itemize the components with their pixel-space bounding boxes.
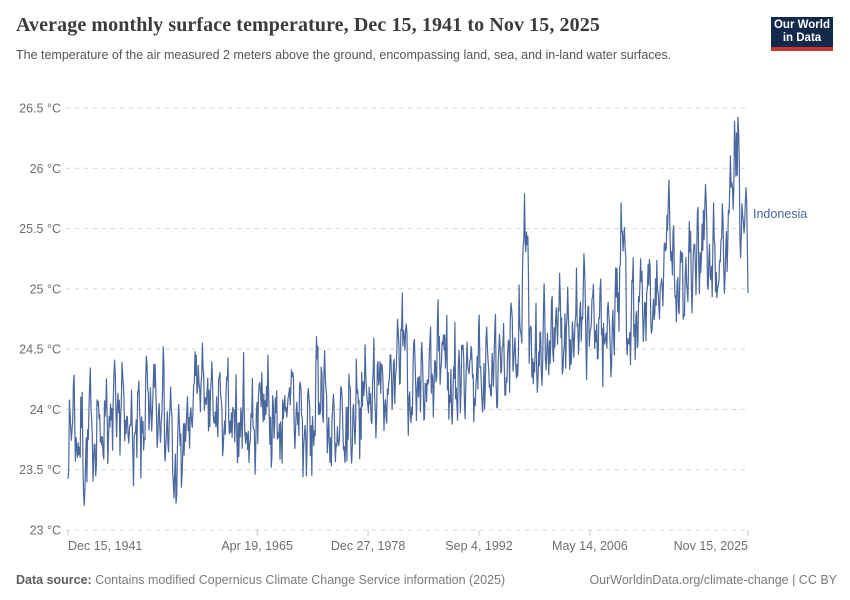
y-axis-label: 25 °C: [30, 282, 61, 296]
x-axis-label: Dec 15, 1941: [68, 539, 142, 553]
chart-footer: Data source: Contains modified Copernicu…: [16, 573, 837, 587]
y-axis-label: 25.5 °C: [19, 222, 61, 236]
y-axis-label: 23 °C: [30, 524, 61, 538]
y-axis-label: 26 °C: [30, 162, 61, 176]
x-axis-label: Apr 19, 1965: [221, 539, 293, 553]
y-axis-label: 24 °C: [30, 403, 61, 417]
x-axis-label: Dec 27, 1978: [331, 539, 405, 553]
chart-header: Average monthly surface temperature, Dec…: [16, 14, 834, 65]
chart-title: Average monthly surface temperature, Dec…: [16, 14, 600, 36]
indonesia-series-line[interactable]: [67, 116, 749, 507]
x-axis-label: Nov 15, 2025: [674, 539, 748, 553]
entity-label-indonesia[interactable]: Indonesia: [753, 207, 807, 221]
owid-logo[interactable]: Our World in Data: [771, 17, 833, 51]
owid-logo-line1: Our World: [773, 19, 830, 31]
owid-url-link[interactable]: OurWorldinData.org/climate-change | CC B…: [589, 573, 837, 587]
data-source-note: Data source: Contains modified Copernicu…: [16, 573, 505, 587]
x-axis-label: May 14, 2006: [552, 539, 628, 553]
y-axis-label: 24.5 °C: [19, 343, 61, 357]
y-axis-label: 26.5 °C: [19, 102, 61, 116]
x-axis-label: Sep 4, 1992: [445, 539, 512, 553]
y-axis-label: 23.5 °C: [19, 463, 61, 477]
chart-subtitle: The temperature of the air measured 2 me…: [16, 48, 672, 62]
owid-logo-line2: in Data: [782, 32, 822, 44]
data-source-text: Contains modified Copernicus Climate Cha…: [91, 573, 506, 587]
data-source-label: Data source:: [16, 573, 92, 587]
